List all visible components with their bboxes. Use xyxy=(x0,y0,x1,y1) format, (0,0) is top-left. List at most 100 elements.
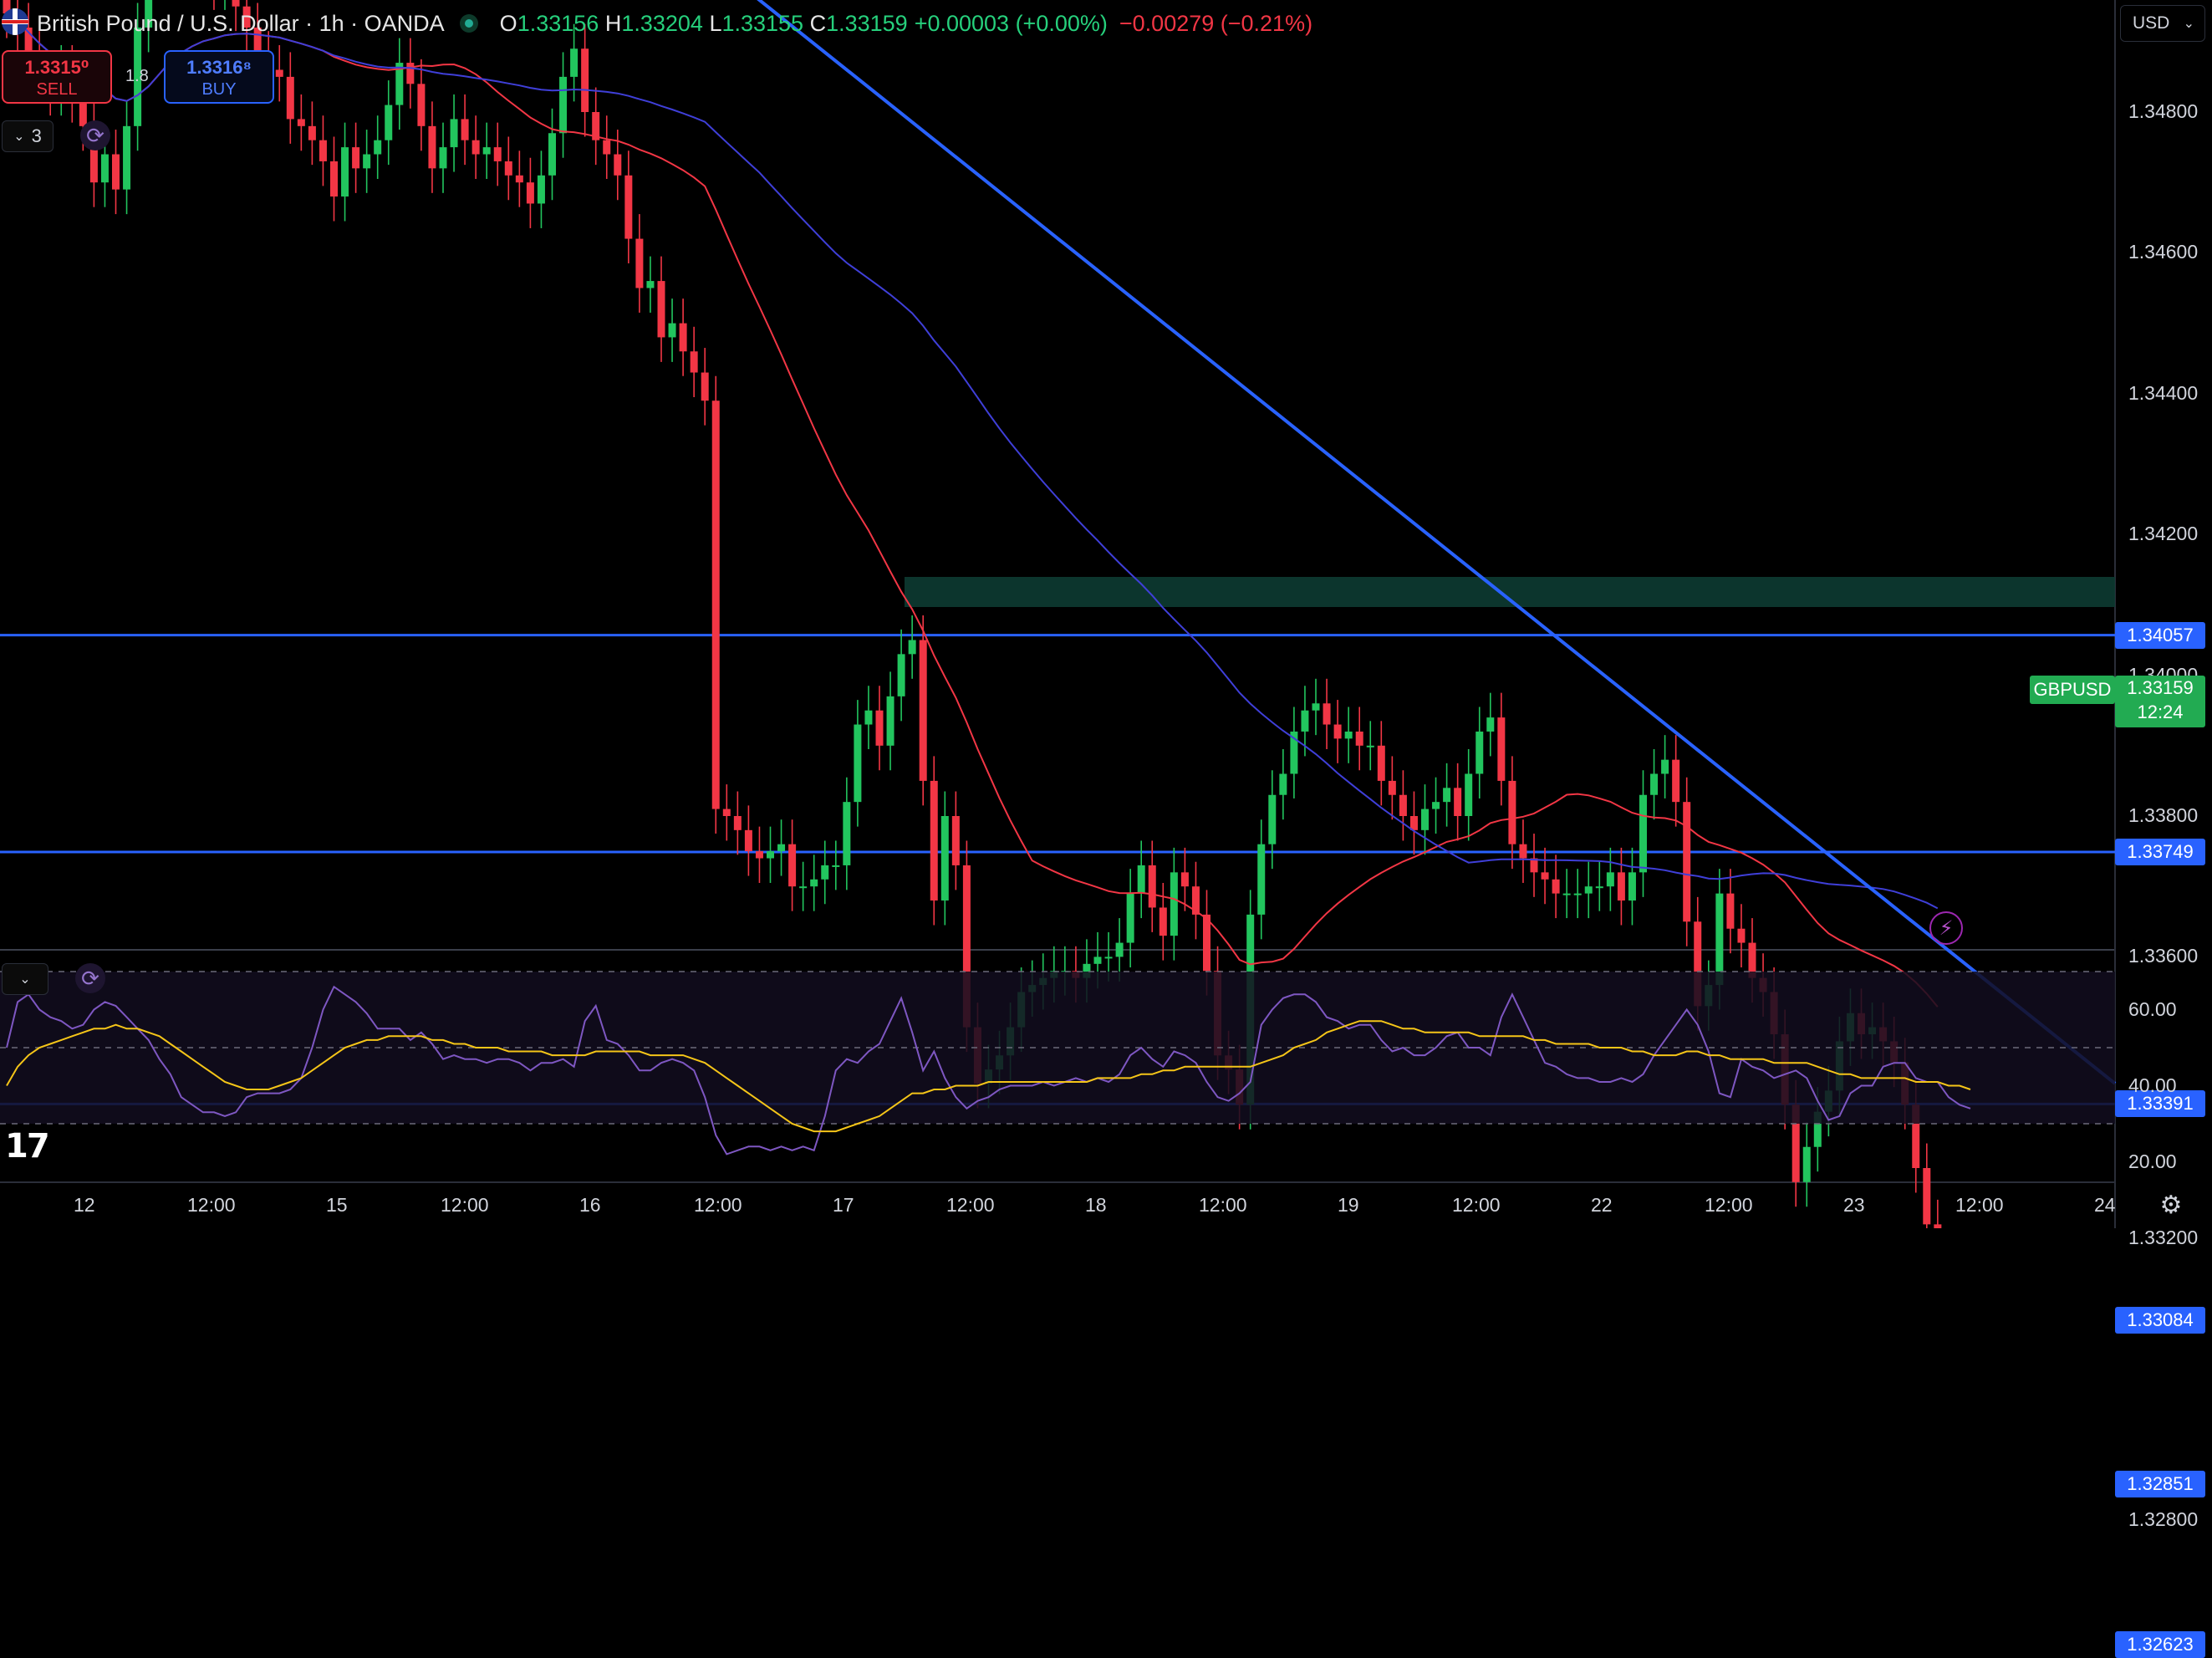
candle-body xyxy=(668,323,676,338)
candle-body xyxy=(1792,1104,1800,1182)
candle-body xyxy=(1366,745,1374,747)
candle-body xyxy=(242,6,251,28)
candle-body xyxy=(940,816,949,901)
time-tick-label: 23 xyxy=(1843,1194,1865,1216)
candle-body xyxy=(1748,942,1756,978)
buy-price: 1.3316⁸ xyxy=(186,57,252,78)
candle-body xyxy=(767,851,774,859)
candle-body xyxy=(1333,724,1342,739)
candle-body xyxy=(1137,865,1145,894)
candle-body xyxy=(1323,703,1331,725)
session-change: −0.00279 (−0.21%) xyxy=(1119,10,1313,36)
candle-body xyxy=(308,125,316,140)
candle-body xyxy=(89,125,98,183)
candle-body xyxy=(1454,788,1462,816)
symbol-title[interactable]: British Pound / U.S. Dollar · 1h · OANDA xyxy=(37,10,445,36)
candle-body xyxy=(515,175,523,183)
price-pane[interactable] xyxy=(0,0,2212,1228)
chevron-down-icon: ⌄ xyxy=(19,972,31,987)
candle-body xyxy=(1584,886,1593,894)
time-tick-label: 22 xyxy=(1591,1194,1613,1216)
tradingview-logo-icon[interactable]: 17 xyxy=(5,1127,50,1166)
candle-body xyxy=(755,851,763,859)
candle-body xyxy=(1148,865,1156,908)
level-price-tag: 1.32851 xyxy=(2115,1471,2205,1498)
open-value: 1.33156 xyxy=(517,10,599,36)
moving-average-fast xyxy=(6,13,1939,1008)
candle-body xyxy=(1683,802,1691,922)
candle-body xyxy=(1312,703,1320,711)
candle-body xyxy=(886,696,894,746)
refresh-icon[interactable]: ⟳ xyxy=(75,963,105,993)
price-tick-label: 1.34600 xyxy=(2128,241,2199,263)
candle-body xyxy=(1279,773,1287,795)
candle-body xyxy=(1573,893,1582,895)
time-tick-label: 16 xyxy=(579,1194,601,1216)
candle-body xyxy=(1290,731,1298,774)
candle-body xyxy=(832,865,840,867)
time-tick-label: 12:00 xyxy=(1199,1194,1247,1216)
candle-body xyxy=(657,281,665,338)
candle-body xyxy=(1923,1168,1931,1225)
candle-body xyxy=(788,844,797,887)
candle-body xyxy=(1595,886,1603,889)
candle-body xyxy=(1813,1111,1822,1147)
candle-body xyxy=(417,84,426,126)
candle-body xyxy=(537,175,545,204)
time-tick-label: 12:00 xyxy=(1705,1194,1753,1216)
candle-body xyxy=(24,27,33,56)
rsi-tick-label: 20.00 xyxy=(2128,1150,2177,1172)
candle-body xyxy=(439,147,447,169)
candle-body xyxy=(395,63,404,105)
candle-body xyxy=(548,133,556,176)
candle-body xyxy=(1552,879,1560,894)
bolt-icon[interactable]: ⚡ xyxy=(1929,911,1963,945)
low-label: L xyxy=(709,10,722,36)
price-tick-label: 1.34800 xyxy=(2128,100,2199,122)
candle-body xyxy=(1530,858,1538,873)
symbol-header: British Pound / U.S. Dollar · 1h · OANDA… xyxy=(0,5,1312,42)
time-tick-label: 12 xyxy=(74,1194,95,1216)
candle-body xyxy=(799,886,808,889)
candle-body xyxy=(1203,914,1210,972)
candle-body xyxy=(385,105,393,140)
time-tick-label: 12:00 xyxy=(694,1194,742,1216)
bar-countdown: 12:24 xyxy=(2137,701,2184,722)
currency-select[interactable]: USD ⌄ xyxy=(2120,5,2205,42)
candle-body xyxy=(275,69,283,77)
candle-body xyxy=(864,710,873,725)
rsi-moving-average xyxy=(6,1020,1971,1133)
candle-body xyxy=(112,154,120,190)
candle-body xyxy=(951,816,960,865)
candle-body xyxy=(1934,1224,1942,1228)
spread-value: 1.8 xyxy=(125,67,149,85)
candle-body xyxy=(1083,963,1091,978)
candle-body xyxy=(341,147,349,197)
candle-body xyxy=(1191,886,1200,915)
candle-body xyxy=(821,865,829,880)
indicators-collapse-button[interactable]: ⌄ 3 xyxy=(2,120,54,152)
candle-body xyxy=(406,63,415,84)
candle-body xyxy=(100,154,109,183)
sell-button[interactable]: 1.3315⁰ SELL xyxy=(2,50,112,104)
sell-price: 1.3315⁰ xyxy=(24,57,89,78)
level-price-tag: 1.32623 xyxy=(2115,1631,2205,1658)
candle-body xyxy=(450,119,458,148)
candle-body xyxy=(1726,893,1735,929)
settings-gear-icon[interactable]: ⚙ xyxy=(2159,1191,2183,1219)
candle-body xyxy=(1802,1146,1811,1182)
candle-body xyxy=(1301,710,1309,732)
close-value: 1.33159 xyxy=(826,10,908,36)
time-tick-label: 12:00 xyxy=(1452,1194,1501,1216)
trading-chart[interactable] xyxy=(0,0,2212,1228)
candle-body xyxy=(1650,773,1659,795)
level-price-tag: 1.33084 xyxy=(2115,1306,2205,1334)
candle-body xyxy=(897,654,905,696)
refresh-icon[interactable]: ⟳ xyxy=(80,120,110,150)
candle-body xyxy=(854,724,862,803)
rsi-collapse-button[interactable]: ⌄ xyxy=(2,963,48,995)
buy-button[interactable]: 1.3316⁸ BUY xyxy=(164,50,274,104)
time-tick-label: 19 xyxy=(1338,1194,1359,1216)
moving-average-slow xyxy=(6,13,1939,910)
candle-body xyxy=(319,140,327,161)
